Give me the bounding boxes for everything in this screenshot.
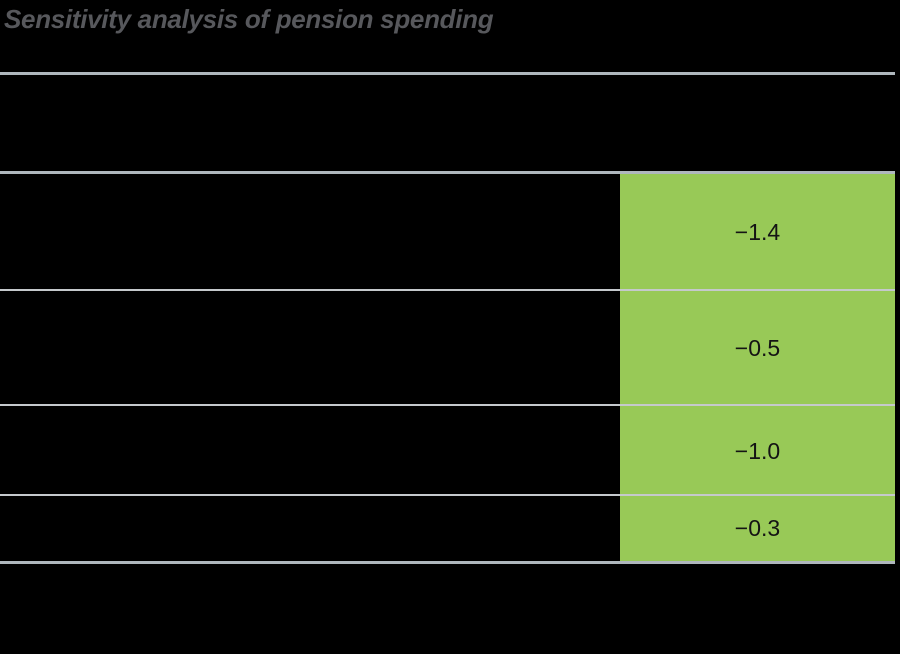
figure-title: Sensitivity analysis of pension spending — [4, 4, 494, 34]
row-divider — [0, 404, 895, 406]
row-label-area — [0, 291, 620, 404]
cell-value: −0.5 — [734, 335, 781, 361]
table-header-row — [0, 75, 895, 171]
bottom-rule — [0, 561, 895, 564]
row-divider — [0, 289, 895, 291]
top-rule — [0, 72, 895, 75]
cell-value: −1.0 — [734, 437, 781, 464]
row-divider — [0, 494, 895, 496]
highlight-cell-row-3: −1.0 — [620, 406, 895, 496]
highlight-cell-row-4: −0.3 — [620, 496, 895, 561]
cell-value: −1.4 — [734, 219, 781, 245]
footer-area — [0, 564, 900, 654]
highlight-cell-row-1: −1.4 — [620, 174, 895, 291]
highlight-cell-row-2: −0.5 — [620, 291, 895, 406]
row-label-area — [0, 406, 620, 494]
row-label-area — [0, 174, 620, 289]
cell-value: −0.3 — [734, 515, 781, 541]
header-rule — [0, 171, 895, 174]
row-label-area — [0, 496, 620, 561]
